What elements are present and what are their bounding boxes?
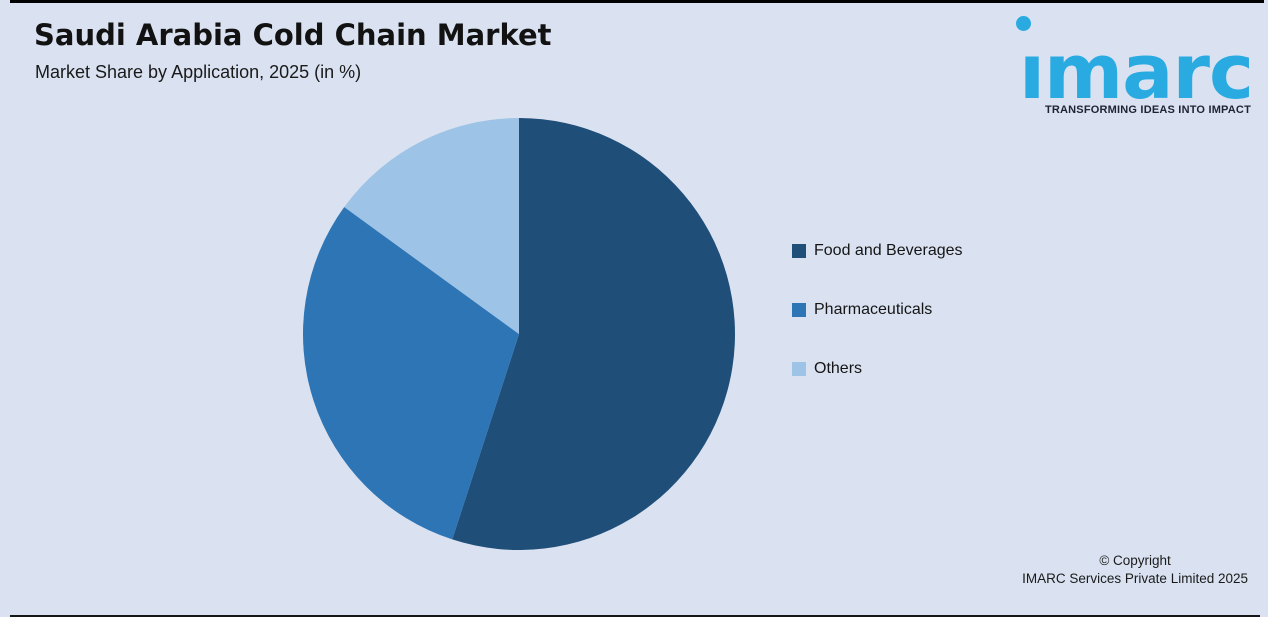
imarc-logo-dot-icon <box>1016 16 1031 31</box>
chart-subtitle: Market Share by Application, 2025 (in %) <box>35 62 362 82</box>
legend-label: Pharmaceuticals <box>814 301 933 318</box>
imarc-logo: ımarc TRANSFORMING IDEAS INTO IMPACT <box>1000 14 1256 120</box>
legend-item-food-and-beverages: Food and Beverages <box>792 242 963 260</box>
copyright-notice: © Copyright IMARC Services Private Limit… <box>1022 552 1248 588</box>
pie-slice-others <box>344 117 519 334</box>
legend-label: Others <box>814 360 863 377</box>
imarc-logo-tagline: TRANSFORMING IDEAS INTO IMPACT <box>1044 104 1251 116</box>
legend-label: Food and Beverages <box>814 242 963 259</box>
pie-svg <box>302 117 735 550</box>
copyright-line-2: IMARC Services Private Limited 2025 <box>1022 571 1248 586</box>
pie-chart <box>301 116 737 552</box>
pie-slice-food-and-beverages <box>452 118 735 550</box>
chart-title: Saudi Arabia Cold Chain Market <box>34 18 552 52</box>
chart-legend: Food and Beverages Pharmaceuticals Others <box>792 242 963 378</box>
bottom-border-line <box>10 615 1260 617</box>
imarc-logo-wordmark: ımarc <box>1018 27 1254 116</box>
legend-item-pharmaceuticals: Pharmaceuticals <box>792 301 963 319</box>
legend-marker-food-and-beverages <box>792 244 806 258</box>
top-border-line <box>10 0 1264 3</box>
legend-marker-pharmaceuticals <box>792 303 806 317</box>
legend-item-others: Others <box>792 360 963 378</box>
legend-marker-others <box>792 362 806 376</box>
pie-slice-pharmaceuticals <box>302 207 519 540</box>
copyright-line-1: © Copyright <box>1099 553 1171 568</box>
